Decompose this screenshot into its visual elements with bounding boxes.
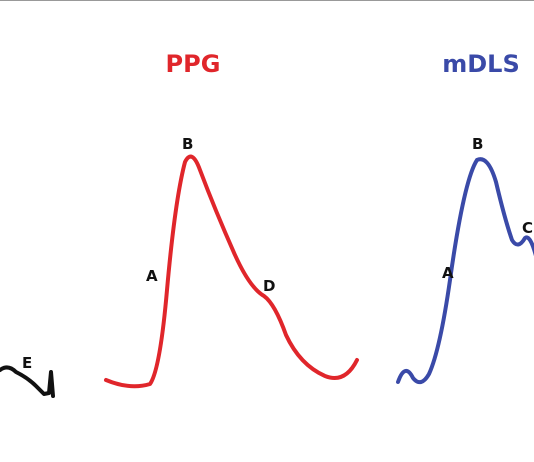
point-label: A	[146, 267, 158, 285]
ppg-waveform	[104, 154, 359, 389]
mdls-title: mDLS	[442, 50, 520, 78]
left-waveform	[0, 365, 55, 398]
point-label: B	[472, 135, 483, 153]
point-label: A	[442, 264, 454, 282]
point-label: D	[263, 277, 275, 295]
point-label: C	[522, 219, 533, 237]
mdls-waveform	[396, 157, 534, 385]
point-label: E	[22, 354, 32, 372]
ppg-title: PPG	[166, 50, 221, 78]
point-label: B	[182, 135, 193, 153]
